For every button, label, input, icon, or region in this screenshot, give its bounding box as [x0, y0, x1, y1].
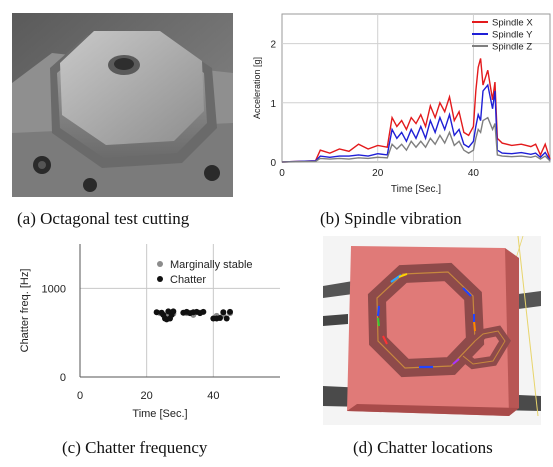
caption-a: (a) Octagonal test cutting	[17, 209, 190, 228]
octagonal-workpiece-image	[12, 13, 233, 197]
x-tick-label: 40	[468, 168, 480, 179]
x-tick-label: 0	[279, 168, 285, 179]
scatter-point-chatter	[153, 309, 160, 316]
scatter-point-chatter	[227, 308, 233, 315]
caption-b: (b) Spindle vibration	[320, 209, 462, 228]
scatter-point-chatter	[200, 308, 207, 315]
y-tick-label: 0	[60, 372, 66, 384]
scatter-point-chatter	[220, 309, 227, 316]
x-tick-label: 20	[372, 168, 384, 179]
caption-c: (c) Chatter frequency	[62, 438, 208, 457]
legend-label: Marginally stable	[170, 259, 253, 271]
scatter-point-chatter	[217, 315, 223, 322]
spindle-vibration-chart: 0 20 40 0 1 2 Time [Sec.] Acceleration [g] Spind…	[238, 4, 553, 204]
legend-label: Chatter	[170, 274, 206, 286]
y-tick-label: 1000	[42, 283, 66, 295]
y-tick-label: 0	[270, 158, 276, 169]
series-line-spindle-z	[281, 116, 551, 163]
series-line-spindle-x	[281, 58, 551, 163]
scatter-point-chatter	[170, 308, 177, 315]
legend-marker	[157, 261, 163, 267]
legend-label: Spindle Y	[492, 30, 533, 41]
chatter-locations-image	[323, 236, 541, 425]
x-tick-label: 40	[207, 390, 219, 402]
series-line-spindle-y	[281, 83, 551, 163]
x-tick-label: 20	[141, 390, 153, 402]
y-tick-label: 1	[270, 99, 276, 110]
x-axis-label: Time [Sec.]	[132, 408, 187, 420]
y-axis-label: Chatter freq. [Hz]	[19, 269, 31, 353]
octagonal-cutting-photo	[12, 13, 233, 197]
chatter-frequency-chart: 0 20 40 0 1000 Time [Sec.] Chatter freq. [Hz] M…	[10, 236, 300, 431]
y-axis-label: Acceleration [g]	[252, 57, 262, 119]
x-tick-label: 0	[77, 390, 83, 402]
legend-label: Spindle X	[492, 18, 533, 29]
caption-d: (d) Chatter locations	[353, 438, 493, 457]
legend-marker	[157, 276, 163, 282]
chatter-location-markers	[376, 273, 476, 369]
y-tick-label: 2	[270, 40, 276, 51]
legend-label: Spindle Z	[492, 42, 532, 53]
chatter-frequency-svg: 0 20 40 0 1000 Time [Sec.] Chatter freq. [Hz] M…	[19, 244, 280, 420]
x-axis-label: Time [Sec.]	[391, 184, 441, 195]
spindle-vibration-svg: 0 20 40 0 1 2 Time [Sec.] Acceleration [g] Spind…	[252, 13, 551, 195]
chatter-locations-render	[323, 236, 541, 425]
scatter-point-chatter	[223, 315, 230, 322]
